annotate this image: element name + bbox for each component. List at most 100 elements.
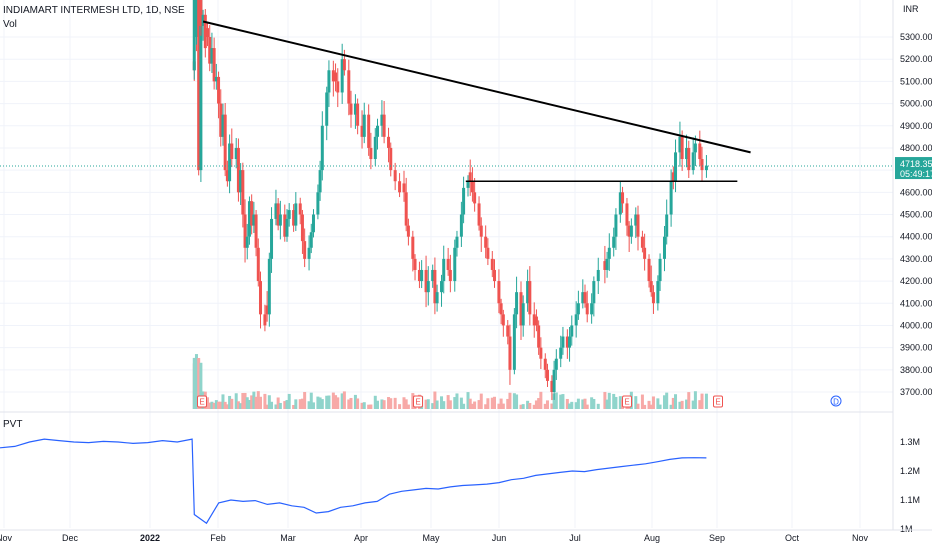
volume-bar-144: [614, 396, 618, 409]
volume-bar-17: [223, 401, 227, 409]
time-tick-0: Nov: [0, 533, 12, 543]
candle-body-40: [283, 214, 287, 237]
volume-bar-123: [545, 400, 549, 409]
volume-bar-9: [206, 397, 210, 409]
volume-bar-152: [640, 394, 644, 409]
volume-bar-64: [356, 398, 360, 409]
earnings-mark-label-4: D: [833, 398, 839, 407]
volume-bar-126: [554, 392, 558, 409]
time-tick-4: Mar: [280, 533, 296, 543]
candle-body-31: [256, 247, 260, 282]
pvt-pane: 1.3M 1.2M 1.1M 1M: [0, 437, 920, 534]
candle-body-51: [316, 192, 320, 215]
candle-body-141: [605, 258, 609, 270]
volume-bar-87: [433, 391, 437, 409]
volume-bar-105: [490, 397, 494, 409]
volume-bar-86: [431, 403, 435, 409]
candle-body-166: [685, 147, 689, 160]
candle-body-169: [693, 143, 697, 153]
volume-bar-118: [532, 404, 536, 409]
candle-body-102: [479, 225, 483, 237]
candle-body-7: [201, 14, 205, 26]
volume-bar-160: [665, 392, 669, 409]
volume-bar-109: [501, 403, 505, 409]
candle-body-94: [455, 236, 459, 248]
price-tick-3: 4000.00: [900, 320, 932, 330]
earnings-mark-3[interactable]: E: [713, 395, 723, 408]
candle-body-165: [680, 136, 684, 160]
candle-body-140: [603, 261, 607, 270]
pvt-legend[interactable]: PVT: [3, 419, 23, 430]
trendline-0[interactable]: [202, 20, 751, 154]
volume-bar-128: [561, 394, 565, 409]
candle-body-60: [342, 59, 346, 71]
candle-body-139: [596, 269, 600, 282]
candle-body-82: [417, 269, 421, 282]
candle-body-109: [501, 314, 505, 326]
volume-bar-170: [698, 400, 702, 409]
volume-bar-164: [678, 401, 682, 409]
candle-body-153: [643, 247, 647, 259]
candle-body-53: [320, 125, 324, 171]
volume-bar-70: [375, 400, 379, 409]
candle-body-98: [468, 172, 472, 182]
candle-body-120: [537, 325, 541, 348]
candle-body-55: [327, 70, 331, 93]
volume-bar-124: [550, 403, 554, 409]
earnings-mark-4[interactable]: D: [830, 395, 842, 407]
candle-body-129: [565, 336, 569, 348]
candle-body-145: [618, 192, 622, 215]
candle-body-59: [340, 59, 344, 93]
earnings-mark-2[interactable]: E: [622, 395, 632, 408]
candle-body-113: [515, 292, 519, 315]
candle-body-44: [294, 203, 298, 226]
price-tick-15: 5200.00: [900, 54, 932, 64]
trendlines[interactable]: [0, 20, 893, 182]
candle-body-89: [440, 281, 444, 293]
candle-body-115: [521, 303, 525, 326]
candle-body-50: [311, 214, 315, 233]
volume-bar-67: [367, 404, 371, 409]
candle-body-69: [373, 136, 377, 160]
candle-body-10: [208, 37, 212, 64]
earnings-mark-1[interactable]: E: [413, 395, 423, 408]
volume-bar-24: [241, 392, 245, 409]
candle-body-75: [393, 170, 397, 182]
volume-legend[interactable]: Vol: [3, 19, 17, 30]
volume-bar-127: [559, 394, 563, 409]
candle-body-117: [528, 281, 532, 315]
volume-bar-95: [459, 397, 463, 409]
price-axis[interactable]: INR 3700.00 3800.00 3900.00 4000.00 4100.00 42…: [895, 4, 932, 397]
candle-body-29: [252, 214, 256, 226]
candle-body-24: [241, 170, 245, 215]
symbol-legend[interactable]: INDIAMART INTERMESH LTD, 1D, NSE: [3, 5, 185, 16]
candle-body-13: [214, 76, 218, 82]
candle-body-12: [212, 48, 216, 82]
candle-body-171: [700, 159, 704, 171]
price-tick-4: 4100.00: [900, 298, 932, 308]
time-axis[interactable]: Nov Dec 2022 Feb Mar Apr May Jun Jul Aug Sep Oct Nov: [0, 529, 932, 543]
volume-bar-125: [552, 393, 556, 409]
volume-bar-60: [342, 391, 346, 409]
volume-bar-78: [404, 399, 408, 409]
candle-body-103: [484, 236, 488, 248]
candle-body-170: [698, 143, 702, 160]
price-tick-5: 4200.00: [900, 276, 932, 286]
volume-bar-85: [426, 399, 430, 409]
earnings-mark-0[interactable]: E: [197, 395, 207, 408]
candle-body-21: [234, 147, 238, 160]
volume-bar-10: [208, 402, 212, 409]
time-tick-12: Nov: [852, 533, 869, 543]
volume-bar-140: [603, 391, 607, 409]
candle-body-76: [398, 181, 402, 193]
candle-body-123: [545, 369, 549, 381]
volume-bar-12: [212, 402, 216, 409]
volume-bar-92: [448, 400, 452, 409]
volume-bar-119: [534, 400, 538, 409]
candle-body-81: [413, 258, 417, 270]
volume-bar-108: [499, 398, 503, 409]
